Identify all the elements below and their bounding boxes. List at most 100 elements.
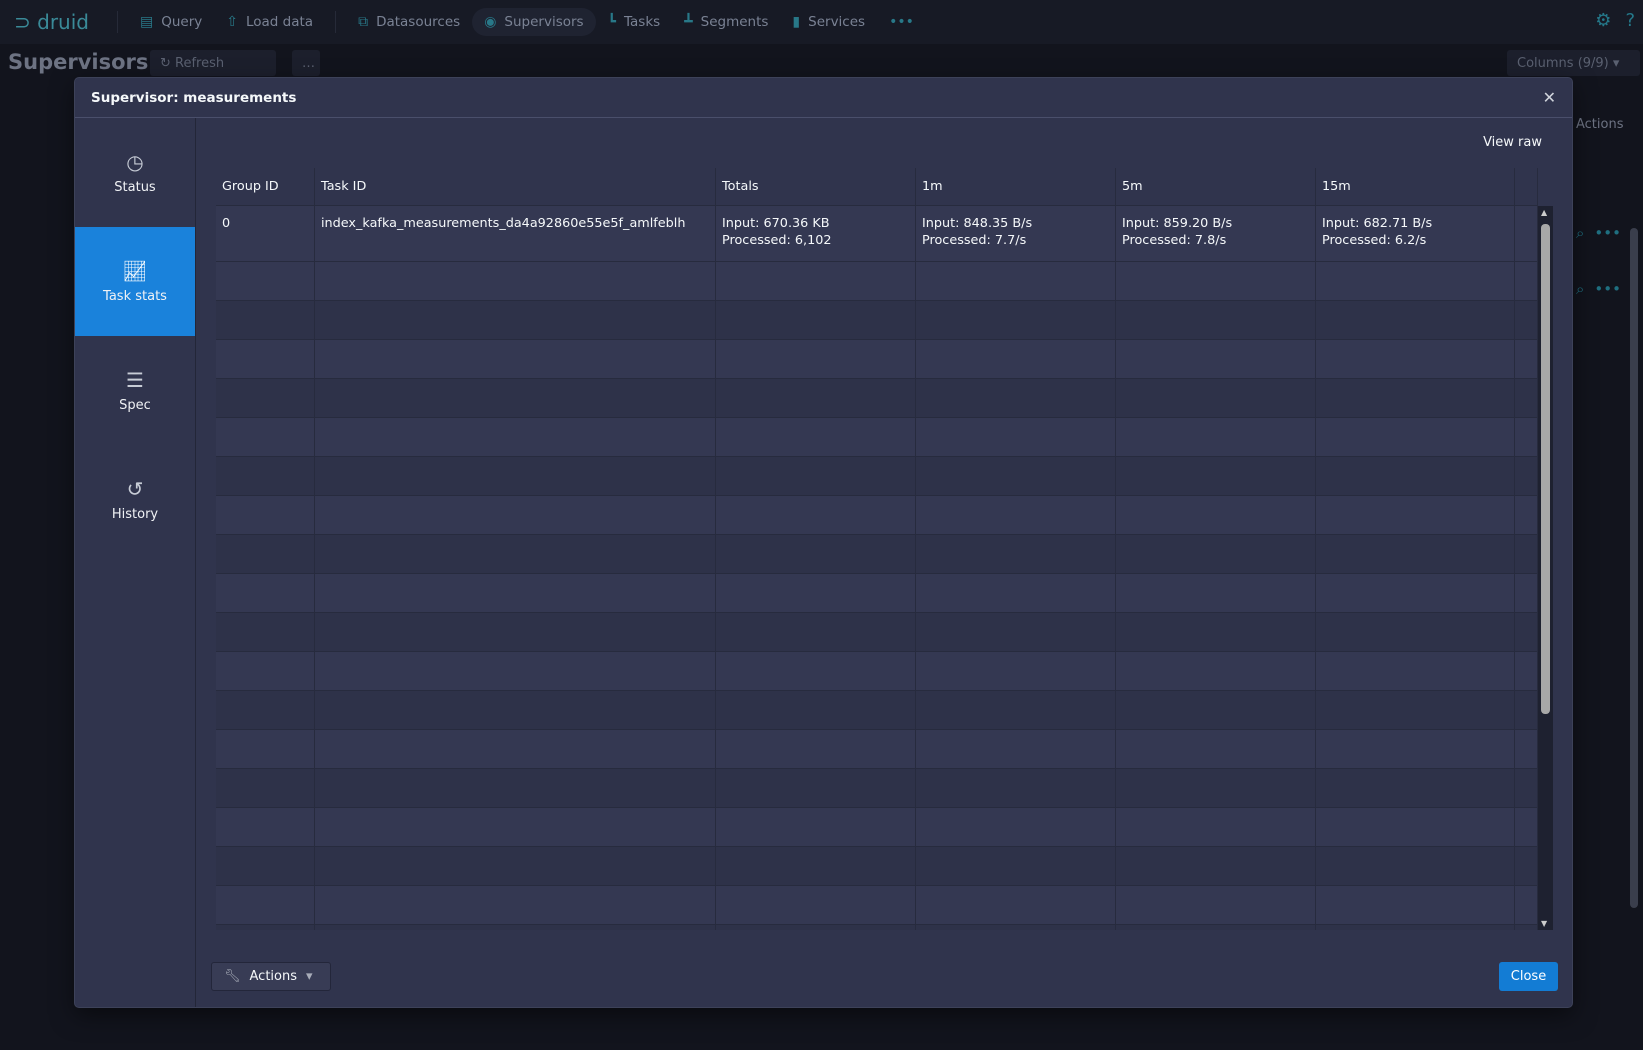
nav-load-data[interactable]: ⇧ Load data: [214, 8, 325, 36]
empty-cell: [1116, 808, 1316, 846]
empty-cell: [1116, 574, 1316, 612]
empty-cell: [1116, 730, 1316, 768]
align-left-icon: ☰: [126, 368, 144, 392]
divider: [335, 11, 337, 33]
nav-label: Query: [161, 14, 203, 30]
empty-cell: [216, 496, 315, 534]
empty-cell: [1515, 496, 1538, 534]
nav-tasks[interactable]: ┗ Tasks: [596, 8, 673, 36]
logo-text: druid: [37, 10, 89, 34]
empty-table-row: [216, 262, 1538, 301]
5m-cell: Input: 859.20 B/s Processed: 7.8/s: [1116, 206, 1316, 261]
more-icon: •••: [889, 14, 914, 30]
actions-button[interactable]: 🔧︎ Actions ▾: [211, 962, 331, 991]
empty-table-row: [216, 925, 1538, 930]
column-header[interactable]: 15m: [1316, 168, 1515, 206]
help-icon[interactable]: ?: [1625, 10, 1635, 31]
inspect-icon[interactable]: ⌕: [1576, 280, 1585, 298]
more-icon[interactable]: •••: [1594, 280, 1621, 298]
nav-segments[interactable]: ┻ Segments: [672, 8, 780, 36]
empty-cell: [716, 886, 916, 924]
empty-cell: [1515, 808, 1538, 846]
column-header[interactable]: 1m: [916, 168, 1116, 206]
totals-cell: Input: 670.36 KB Processed: 6,102: [716, 206, 916, 261]
more-button[interactable]: …: [292, 50, 320, 76]
view-raw-button[interactable]: View raw: [1483, 135, 1542, 150]
close-icon[interactable]: ✕: [1542, 88, 1556, 107]
empty-cell: [916, 613, 1116, 651]
table-scrollbar[interactable]: ▲ ▼: [1538, 206, 1553, 930]
tab-label: Task stats: [103, 289, 167, 304]
empty-table-row: [216, 691, 1538, 730]
empty-cell: [1316, 535, 1515, 573]
empty-cell: [1316, 418, 1515, 456]
empty-cell: [716, 496, 916, 534]
empty-cell: [315, 613, 716, 651]
scroll-up-icon[interactable]: ▲: [1541, 208, 1548, 217]
nav-more[interactable]: •••: [877, 8, 926, 36]
page-scrollbar[interactable]: [1630, 228, 1638, 908]
row-actions: ⌕ •••: [1576, 280, 1621, 298]
empty-cell: [1316, 886, 1515, 924]
empty-cell: [1316, 262, 1515, 300]
empty-table-row: [216, 574, 1538, 613]
empty-cell: [216, 652, 315, 690]
scrollbar-thumb[interactable]: [1541, 224, 1550, 714]
empty-cell: [1515, 886, 1538, 924]
empty-cell: [216, 379, 315, 417]
empty-cell: [716, 340, 916, 378]
column-header[interactable]: Totals: [716, 168, 916, 206]
input-value: Input: 682.71 B/s: [1322, 216, 1433, 231]
empty-cell: [216, 340, 315, 378]
empty-cell: [716, 418, 916, 456]
empty-cell: [716, 535, 916, 573]
tab-spec[interactable]: ☰ Spec: [75, 336, 195, 445]
empty-table-row: [216, 652, 1538, 691]
tab-history[interactable]: ↺ History: [75, 445, 195, 554]
tab-task-stats[interactable]: 📈︎ Task stats: [75, 227, 195, 336]
empty-cell: [916, 730, 1116, 768]
top-navbar: ⊃ druid ▤ Query ⇧ Load data ⧉ Datasources ◉…: [0, 0, 1643, 44]
empty-cell: [916, 769, 1116, 807]
nav-label: Datasources: [376, 14, 461, 30]
empty-cell: [1316, 301, 1515, 339]
tab-status[interactable]: ◷ Status: [75, 118, 195, 227]
nav-supervisors[interactable]: ◉ Supervisors: [472, 8, 596, 36]
empty-cell: [315, 418, 716, 456]
empty-cell: [216, 691, 315, 729]
refresh-button[interactable]: ↻ Refresh: [150, 50, 276, 76]
empty-cell: [1116, 379, 1316, 417]
input-value: Input: 670.36 KB: [722, 216, 830, 231]
nav-query[interactable]: ▤ Query: [128, 8, 214, 36]
column-header[interactable]: 5m: [1116, 168, 1316, 206]
empty-cell: [1116, 418, 1316, 456]
empty-table-row: [216, 535, 1538, 574]
empty-table-row: [216, 496, 1538, 535]
empty-cell: [315, 769, 716, 807]
empty-cell: [716, 652, 916, 690]
empty-cell: [1316, 691, 1515, 729]
more-icon[interactable]: •••: [1594, 224, 1621, 242]
column-header[interactable]: Task ID: [315, 168, 716, 206]
druid-logo[interactable]: ⊃ druid: [14, 10, 89, 34]
column-header[interactable]: Group ID: [216, 168, 315, 206]
empty-cell: [1116, 301, 1316, 339]
empty-cell: [216, 418, 315, 456]
nav-label: Load data: [245, 14, 314, 30]
empty-cell: [216, 574, 315, 612]
empty-table-row: [216, 379, 1538, 418]
nav-datasources[interactable]: ⧉ Datasources: [346, 8, 472, 36]
scroll-down-icon[interactable]: ▼: [1541, 919, 1548, 928]
settings-gear-icon[interactable]: ⚙: [1595, 10, 1612, 31]
empty-cell: [716, 691, 916, 729]
nav-services[interactable]: ▮ Services: [780, 8, 877, 36]
columns-button[interactable]: Columns (9/9) ▾: [1507, 50, 1640, 76]
empty-cell: [916, 379, 1116, 417]
close-button[interactable]: Close: [1499, 962, 1558, 991]
empty-cell: [1515, 379, 1538, 417]
eye-icon: ◉: [484, 14, 497, 30]
task-stats-table: Group ID Task ID Totals 1m 5m 15m 0 inde…: [216, 168, 1538, 930]
dialog-title: Supervisor: measurements: [91, 89, 297, 106]
inspect-icon[interactable]: ⌕: [1576, 224, 1585, 242]
empty-cell: [916, 691, 1116, 729]
